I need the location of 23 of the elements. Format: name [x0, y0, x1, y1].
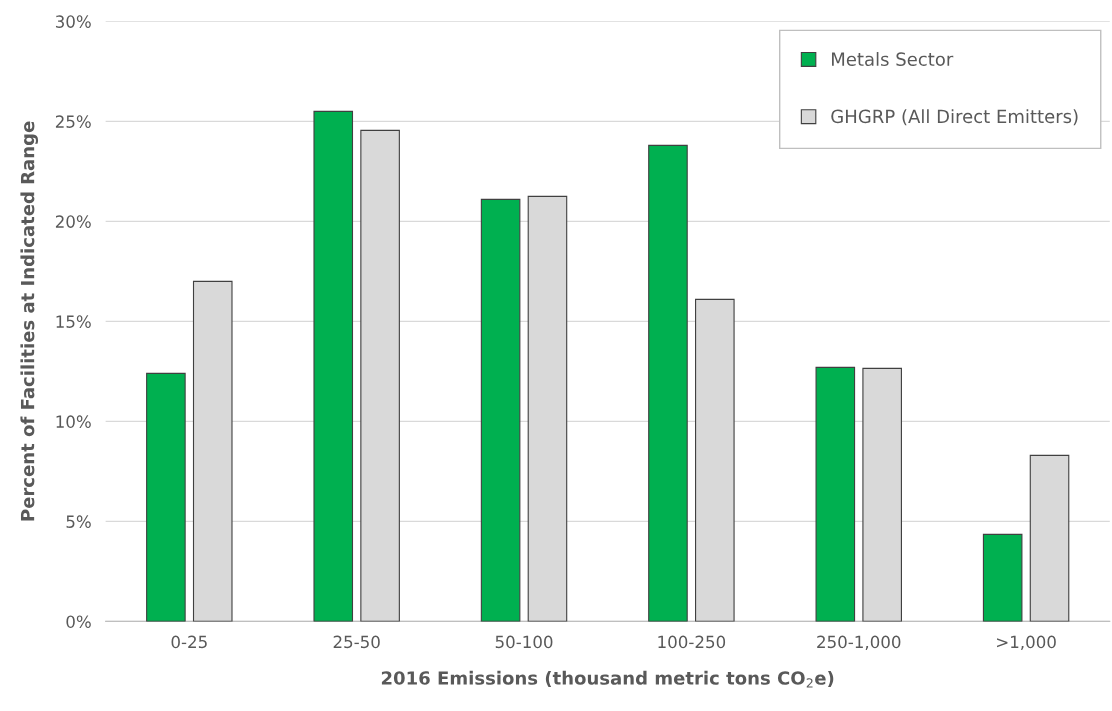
legend-label: GHGRP (All Direct Emitters): [831, 109, 1078, 126]
x-axis-title: 2016 Emissions (thousand metric tons CO$_{2}$e): [381, 670, 834, 688]
bar: [146, 372, 186, 622]
y-axis-title: Percent of Facilities at Indicated Range: [20, 121, 39, 521]
bar: [313, 110, 354, 622]
legend-label: Metals Sector: [832, 52, 954, 66]
bar: [815, 366, 856, 622]
y-tick-label: 25%: [55, 115, 91, 128]
x-tick-label: 50-100: [495, 635, 553, 649]
y-tick-label: 20%: [55, 215, 91, 228]
x-tick-label: >1,000: [997, 635, 1056, 650]
y-tick-label: 30%: [55, 15, 91, 28]
x-tick-label: 100-250: [658, 635, 726, 649]
x-tick-label: 250-1,000: [817, 635, 901, 650]
bar: [648, 144, 688, 622]
y-tick-label: 15%: [56, 315, 91, 328]
y-tick-label: 10%: [56, 415, 91, 428]
x-tick-label: 25-50: [333, 635, 380, 649]
x-tick-label: 0-25: [171, 635, 207, 649]
y-tick-label: 5%: [66, 515, 91, 528]
bar: [982, 533, 1023, 622]
bar: [480, 198, 521, 622]
y-tick-label: 0%: [66, 615, 91, 628]
